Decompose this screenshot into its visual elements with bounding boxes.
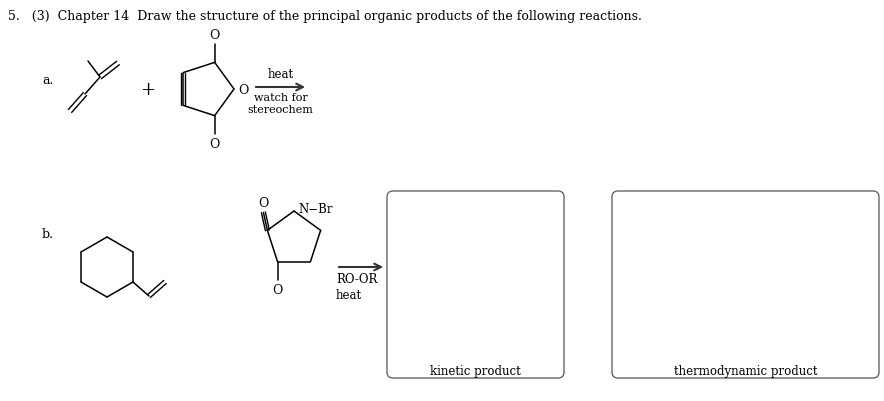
- Text: 5.   (3)  Chapter 14  Draw the structure of the principal organic products of th: 5. (3) Chapter 14 Draw the structure of …: [8, 10, 642, 23]
- Text: +: +: [141, 81, 156, 99]
- Text: thermodynamic product: thermodynamic product: [674, 364, 817, 377]
- Text: O: O: [258, 197, 269, 210]
- Text: RO-OR
heat: RO-OR heat: [336, 272, 377, 301]
- Text: a.: a.: [42, 74, 53, 87]
- FancyBboxPatch shape: [612, 192, 879, 378]
- Text: watch for
stereochem: watch for stereochem: [248, 93, 314, 115]
- Text: kinetic product: kinetic product: [431, 364, 521, 377]
- Text: O: O: [210, 137, 220, 150]
- Text: N−Br: N−Br: [298, 203, 332, 216]
- FancyBboxPatch shape: [387, 192, 564, 378]
- Text: heat: heat: [268, 68, 293, 81]
- Text: b.: b.: [42, 227, 54, 241]
- Text: O: O: [272, 283, 283, 296]
- Text: O: O: [238, 83, 248, 96]
- Text: O: O: [210, 29, 220, 42]
